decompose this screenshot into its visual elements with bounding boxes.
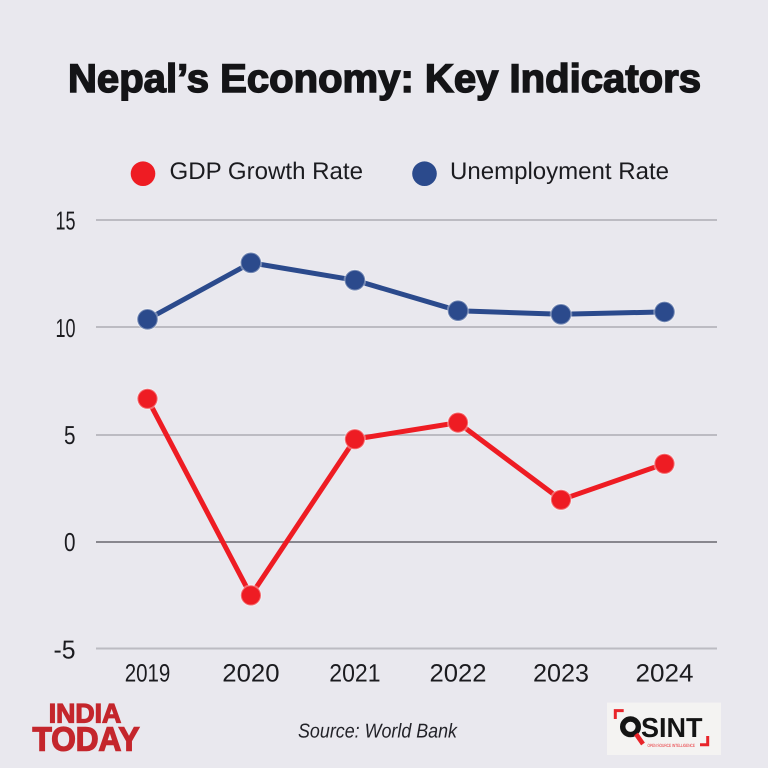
svg-text:15: 15 [56,206,76,236]
svg-text:Unemployment Rate: Unemployment Rate [450,158,669,185]
svg-text:5: 5 [64,420,76,450]
svg-text:SINT: SINT [641,712,703,743]
svg-text:0: 0 [64,527,76,557]
svg-text:2021: 2021 [329,660,380,688]
svg-text:2020: 2020 [222,660,279,688]
svg-text:2019: 2019 [125,660,171,688]
svg-text:INDIA: INDIA [49,699,122,729]
svg-text:10: 10 [56,313,76,343]
svg-text:2022: 2022 [430,660,487,688]
svg-text:Nepal’s Economy: Key Indicator: Nepal’s Economy: Key Indicators [68,57,701,101]
svg-text:OPEN SOURCE INTELLIGENCE: OPEN SOURCE INTELLIGENCE [648,743,696,748]
svg-text:2023: 2023 [533,660,589,688]
svg-text:2024: 2024 [636,660,694,688]
svg-text:-5: -5 [54,634,76,664]
svg-text:Source: World Bank: Source: World Bank [298,720,458,742]
svg-text:GDP Growth Rate: GDP Growth Rate [170,158,364,185]
svg-text:TODAY: TODAY [33,722,140,759]
